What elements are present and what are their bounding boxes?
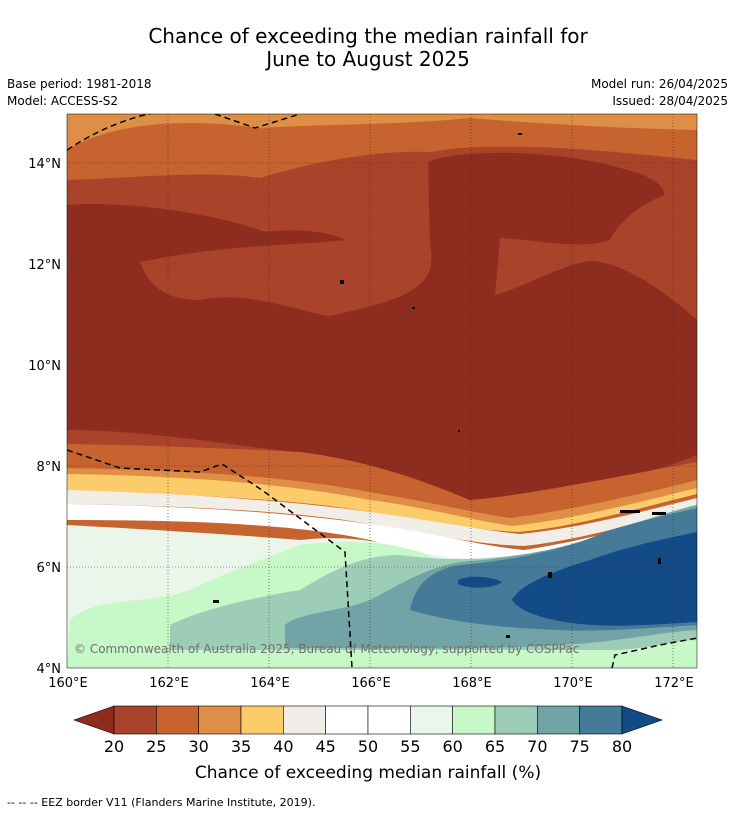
x-tick-168e: 168°E <box>452 676 492 691</box>
colorbar-tick-80: 80 <box>612 737 632 756</box>
base-period-label: Base period: 1981-2018 <box>7 77 152 91</box>
colorbar-tick-labels: 20 25 30 35 40 45 50 55 60 65 70 75 80 <box>104 737 632 756</box>
x-tick-162e: 162°E <box>149 676 189 691</box>
map-title-line1: Chance of exceeding the median rainfall … <box>148 24 588 48</box>
model-label: Model: ACCESS-S2 <box>7 94 119 108</box>
y-tick-labels: 14°N 12°N 10°N 8°N 6°N 4°N <box>28 157 61 677</box>
y-tick-12n: 12°N <box>28 258 61 273</box>
map-title-line2: June to August 2025 <box>266 47 470 71</box>
band-30-35-north <box>67 114 697 150</box>
y-tick-8n: 8°N <box>37 460 62 475</box>
eez-footnote: -- -- -- EEZ border V11 (Flanders Marine… <box>7 796 316 809</box>
y-tick-6n: 6°N <box>37 561 62 576</box>
colorbar-segment-45-50 <box>325 705 369 735</box>
issued-label: Issued: 28/04/2025 <box>612 94 728 108</box>
colorbar-tick-35: 35 <box>231 737 251 756</box>
colorbar-title: Chance of exceeding median rainfall (%) <box>195 763 541 783</box>
colorbar-segment-60-65 <box>452 705 496 735</box>
colorbar-tick-65: 65 <box>485 737 505 756</box>
band-over-80-small <box>458 576 502 588</box>
copyright-credit: © Commonwealth of Australia 2025, Bureau… <box>74 642 579 656</box>
colorbar-tick-25: 25 <box>146 737 166 756</box>
colorbar-segment-75-80 <box>579 705 623 735</box>
band-over-80 <box>512 532 697 626</box>
x-tick-160e: 160°E <box>48 676 88 691</box>
eez-border <box>67 114 697 668</box>
colorbar-segment-25-30 <box>156 705 199 735</box>
colorbar-segment-50-55 <box>367 705 411 735</box>
colorbar-tick-70: 70 <box>527 737 547 756</box>
colorbar-tick-30: 30 <box>188 737 208 756</box>
band-25-30-south <box>67 444 697 516</box>
colorbar-tick-20: 20 <box>104 737 124 756</box>
x-tick-170e: 170°E <box>553 676 593 691</box>
colorbar-segment-65-70 <box>494 705 538 735</box>
band-35-40 <box>67 474 697 532</box>
band-under-20 <box>67 152 697 501</box>
y-tick-4n: 4°N <box>37 662 62 677</box>
colorbar <box>73 705 663 735</box>
map-frame <box>66 113 698 669</box>
colorbar-segment-40-45 <box>283 705 326 735</box>
colorbar-tick-60: 60 <box>442 737 462 756</box>
colorbar-extend-low <box>73 705 115 735</box>
colorbar-tick-40: 40 <box>273 737 293 756</box>
colorbar-tick-50: 50 <box>358 737 378 756</box>
band-40-45 <box>67 490 697 546</box>
x-tick-labels: 160°E 162°E 164°E 166°E 168°E 170°E 172°… <box>48 676 694 691</box>
y-tick-10n: 10°N <box>28 359 61 374</box>
colorbar-tick-75: 75 <box>569 737 589 756</box>
x-tick-172e: 172°E <box>654 676 694 691</box>
colorbar-segment-20-25 <box>113 705 157 735</box>
graticule <box>67 114 697 668</box>
x-tick-166e: 166°E <box>351 676 391 691</box>
rainfall-map: © Commonwealth of Australia 2025, Bureau… <box>67 114 697 668</box>
colorbar-tick-45: 45 <box>315 737 335 756</box>
colorbar-tick-55: 55 <box>400 737 420 756</box>
y-tick-14n: 14°N <box>28 157 61 172</box>
colorbar-segment-30-35 <box>198 705 242 735</box>
colorbar-segment-35-40 <box>240 705 284 735</box>
x-tick-164e: 164°E <box>250 676 290 691</box>
islands <box>213 133 666 638</box>
colorbar-extend-high <box>621 705 663 735</box>
colorbar-segment-55-60 <box>410 705 453 735</box>
colorbar-segment-70-75 <box>537 705 580 735</box>
model-run-label: Model run: 26/04/2025 <box>590 77 728 91</box>
band-45-55 <box>67 504 697 562</box>
